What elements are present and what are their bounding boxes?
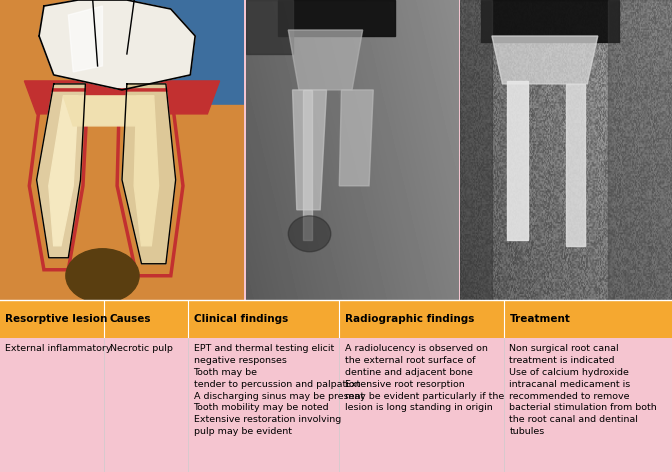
Bar [303, 90, 312, 240]
Text: EPT and thermal testing elicit
negative responses
Tooth may be
tender to percuss: EPT and thermal testing elicit negative … [194, 345, 364, 436]
Text: Treatment: Treatment [509, 314, 571, 324]
Polygon shape [339, 90, 374, 186]
Text: Radiographic findings: Radiographic findings [345, 314, 474, 324]
Polygon shape [122, 84, 175, 264]
Polygon shape [49, 96, 78, 246]
Text: Non surgical root canal
treatment is indicated
Use of calcium hydroxide
intracan: Non surgical root canal treatment is ind… [509, 345, 657, 436]
Text: Resorptive lesion: Resorptive lesion [5, 314, 108, 324]
Bar [481, 0, 619, 42]
Bar [0, 105, 244, 300]
Polygon shape [69, 6, 102, 72]
Polygon shape [288, 30, 363, 90]
Bar [0, 0, 97, 126]
Ellipse shape [288, 216, 331, 252]
Polygon shape [292, 90, 327, 210]
Polygon shape [36, 84, 85, 258]
Text: Clinical findings: Clinical findings [194, 314, 288, 324]
Bar [246, 0, 292, 54]
Bar [507, 81, 528, 240]
Text: Causes: Causes [110, 314, 151, 324]
Polygon shape [24, 81, 220, 114]
Bar [608, 0, 672, 300]
Text: A radiolucency is observed on
the external root surface of
dentine and adjacent : A radiolucency is observed on the extern… [345, 345, 504, 413]
Ellipse shape [66, 249, 139, 303]
Polygon shape [39, 0, 195, 90]
Text: Necrotic pulp: Necrotic pulp [110, 345, 173, 354]
Text: External inflammatory: External inflammatory [5, 345, 112, 354]
Bar [566, 84, 585, 246]
Polygon shape [63, 96, 154, 126]
Polygon shape [134, 96, 159, 246]
Bar [460, 0, 492, 300]
Polygon shape [492, 36, 598, 84]
Bar [93, 0, 244, 126]
Bar [278, 0, 394, 36]
